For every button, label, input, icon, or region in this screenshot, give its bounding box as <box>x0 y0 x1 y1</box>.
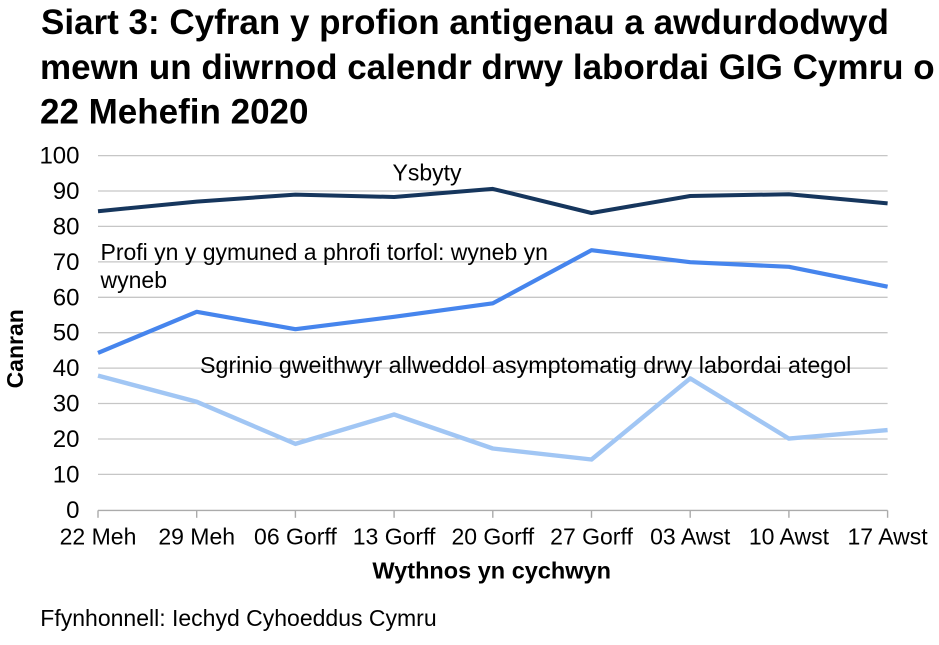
svg-text:40: 40 <box>53 355 80 382</box>
svg-text:20 Gorff: 20 Gorff <box>451 524 534 550</box>
svg-text:30: 30 <box>53 391 80 418</box>
svg-text:Profi yn y gymuned a phrofi to: Profi yn y gymuned a phrofi torfol: wyne… <box>101 239 548 265</box>
svg-text:0: 0 <box>66 497 79 524</box>
svg-text:22 Meh: 22 Meh <box>60 524 137 550</box>
svg-text:22 Mehefin 2020: 22 Mehefin 2020 <box>40 92 308 131</box>
svg-text:03 Awst: 03 Awst <box>650 524 731 550</box>
svg-text:Ffynhonnell: Iechyd Cyhoeddus: Ffynhonnell: Iechyd Cyhoeddus Cymru <box>40 605 436 631</box>
svg-text:27 Gorff: 27 Gorff <box>550 524 633 550</box>
svg-text:29 Meh: 29 Meh <box>158 524 235 550</box>
svg-text:wyneb: wyneb <box>100 267 167 293</box>
svg-text:70: 70 <box>53 249 80 276</box>
svg-text:60: 60 <box>53 284 80 311</box>
svg-text:90: 90 <box>53 178 80 205</box>
svg-text:17 Awst: 17 Awst <box>848 524 929 550</box>
svg-text:20: 20 <box>53 426 80 453</box>
svg-text:06 Gorff: 06 Gorff <box>254 524 337 550</box>
svg-text:13 Gorff: 13 Gorff <box>353 524 436 550</box>
svg-text:Sgrinio gweithwyr allweddol as: Sgrinio gweithwyr allweddol asymptomatig… <box>200 352 851 378</box>
svg-text:10 Awst: 10 Awst <box>749 524 830 550</box>
svg-text:100: 100 <box>39 143 79 170</box>
svg-text:50: 50 <box>53 320 80 347</box>
svg-text:Wythnos yn cychwyn: Wythnos yn cychwyn <box>372 557 611 583</box>
svg-text:80: 80 <box>53 213 80 240</box>
svg-text:mewn un diwrnod calendr drwy l: mewn un diwrnod calendr drwy labordai GI… <box>40 48 935 87</box>
svg-text:10: 10 <box>53 461 80 488</box>
svg-text:Canran: Canran <box>2 309 28 388</box>
svg-text:Ysbyty: Ysbyty <box>393 159 463 185</box>
svg-text:Siart 3: Cyfran y profion anti: Siart 3: Cyfran y profion antigenau a aw… <box>41 3 889 42</box>
